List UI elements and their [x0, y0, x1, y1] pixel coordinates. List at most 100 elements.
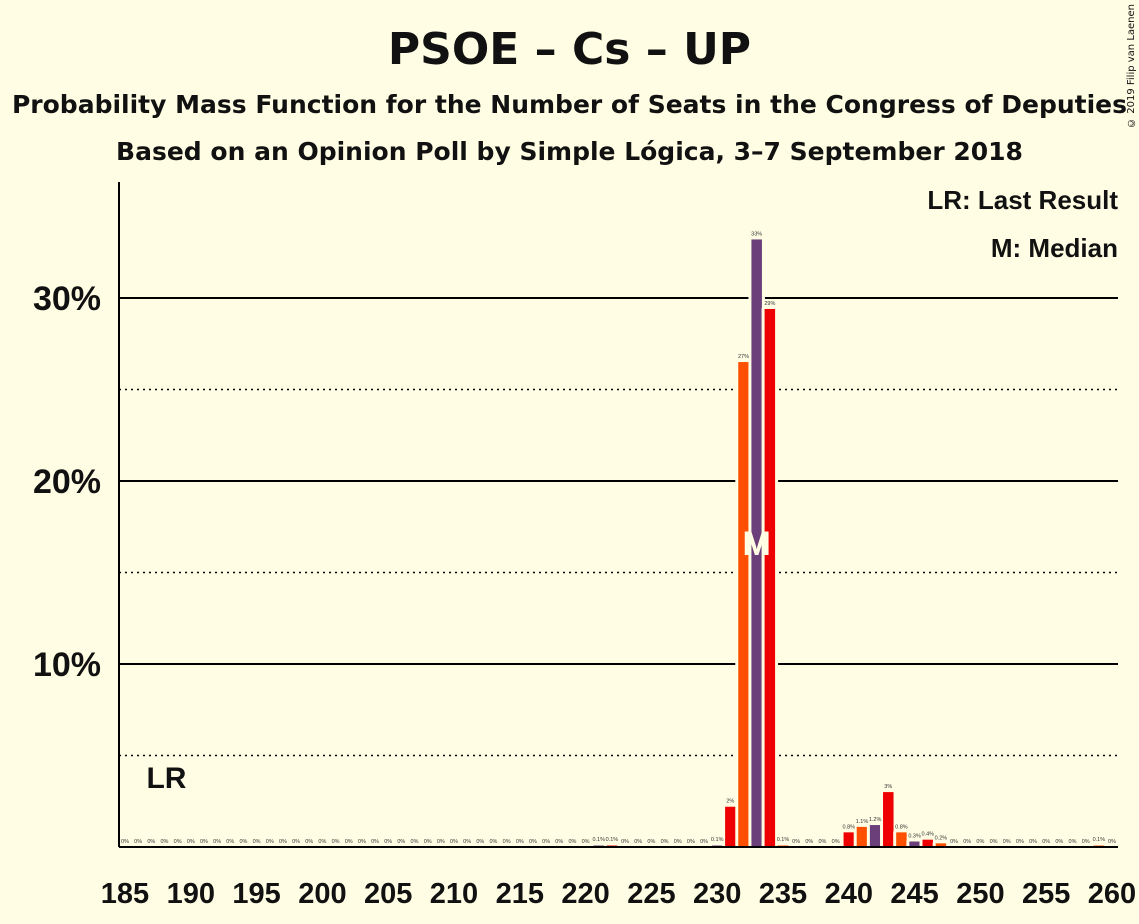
bar-value-label: 0%	[161, 839, 169, 845]
x-tick-label: 215	[496, 878, 544, 910]
bar-value-label: 27%	[738, 354, 749, 360]
bar-value-label: 0%	[1016, 839, 1024, 845]
bar-value-label: 0.4%	[921, 832, 934, 838]
bar-value-label: 0%	[174, 839, 182, 845]
x-tick-label: 205	[364, 878, 412, 910]
x-tick-label: 210	[430, 878, 478, 910]
bar-value-label: 0%	[371, 839, 379, 845]
bar-value-label: 0%	[134, 839, 142, 845]
bar-value-label: 0%	[621, 839, 629, 845]
bar-value-label: 0%	[647, 839, 655, 845]
bars	[593, 238, 1105, 848]
bar-value-label: 1.1%	[856, 819, 869, 825]
bar-value-label: 0%	[476, 839, 484, 845]
bar-value-label: 2%	[726, 799, 734, 805]
bar-value-label: 0%	[700, 839, 708, 845]
bar-value-label: 0%	[687, 839, 695, 845]
x-tick-label: 190	[167, 878, 215, 910]
bar-value-label: 0%	[345, 839, 353, 845]
bar-value-label: 0%	[147, 839, 155, 845]
bar-value-label: 0%	[384, 839, 392, 845]
bar-value-label: 0%	[318, 839, 326, 845]
x-tick-label: 185	[101, 878, 149, 910]
y-tick-label: 10%	[33, 646, 101, 684]
median-marker: M	[743, 525, 771, 563]
bar-value-label: 0%	[411, 839, 419, 845]
bar-value-label: 0%	[397, 839, 405, 845]
tick-labels: 185 190 195 200 205 210 215 220 225 230 235 240 245 2…	[33, 280, 1136, 910]
bar-value-label: 0.8%	[895, 824, 908, 830]
bar-value-label: 0.1%	[606, 837, 619, 843]
bar-value-label: 0%	[582, 839, 590, 845]
bar-value-label: 0%	[424, 839, 432, 845]
bar-value-label: 0%	[503, 839, 511, 845]
axes	[118, 182, 1118, 848]
bar	[764, 308, 776, 848]
bar	[751, 239, 762, 847]
x-tick-label: 260	[1088, 878, 1136, 910]
bar	[935, 843, 947, 847]
y-tick-label: 20%	[33, 463, 101, 501]
chart-title: PSOE – Cs – UP	[387, 24, 752, 75]
x-tick-label: 255	[1022, 878, 1070, 910]
bar-value-label: 0%	[266, 839, 274, 845]
bar-value-label: 0.1%	[711, 837, 724, 843]
x-tick-label: 220	[561, 878, 609, 910]
bar	[883, 792, 894, 847]
bar-value-label: 0%	[450, 839, 458, 845]
bar-value-label: 0%	[213, 839, 221, 845]
x-tick-label: 250	[956, 878, 1004, 910]
last-result-marker: LR	[146, 762, 186, 795]
bar-value-label: 0%	[200, 839, 208, 845]
x-tick-label: 225	[627, 878, 675, 910]
bar-value-label: 0%	[674, 839, 682, 845]
chart-subtitle: Probability Mass Function for the Number…	[11, 90, 1128, 119]
bar-value-label: 0%	[805, 839, 813, 845]
bar-value-labels: 0% 0% 0% 0% 0% 0% 0% 0% 0% 0% 0% 0% 0% 0% 0% 0% 0% 0% 0% 0%…	[121, 231, 1116, 845]
bar-value-label: 0%	[1082, 839, 1090, 845]
gridlines	[119, 297, 1118, 757]
bar-value-label: 0%	[990, 839, 998, 845]
bar-value-label: 0.1%	[777, 837, 790, 843]
bar-value-label: 0%	[792, 839, 800, 845]
x-tick-label: 195	[232, 878, 280, 910]
bar-value-label: 0%	[463, 839, 471, 845]
x-tick-label: 230	[693, 878, 741, 910]
bar-value-label: 0%	[976, 839, 984, 845]
bar-value-label: 0.2%	[935, 835, 948, 841]
bar-value-label: 0%	[490, 839, 498, 845]
bar-value-label: 0%	[832, 839, 840, 845]
bar-value-label: 0%	[1069, 839, 1077, 845]
bar	[909, 841, 920, 847]
bar-value-label: 29%	[764, 301, 775, 307]
bar-value-label: 0%	[1029, 839, 1037, 845]
bar-value-label: 0%	[1108, 839, 1116, 845]
bar	[922, 839, 934, 847]
bar-value-label: 0%	[1055, 839, 1063, 845]
bar-value-label: 0%	[292, 839, 300, 845]
bar-value-label: 0.8%	[843, 824, 856, 830]
bar	[856, 826, 868, 847]
bar-value-label: 0%	[634, 839, 642, 845]
bar	[869, 825, 881, 847]
bar-value-label: 0%	[542, 839, 550, 845]
bar-value-label: 0.3%	[908, 834, 921, 840]
bar	[843, 832, 855, 847]
bar-value-label: 0%	[529, 839, 537, 845]
bar-value-label: 1.2%	[869, 817, 882, 823]
bar-value-label: 0%	[358, 839, 366, 845]
bar	[725, 806, 736, 847]
bar-value-label: 0%	[1042, 839, 1050, 845]
bar-value-label: 0%	[661, 839, 669, 845]
bar-value-label: 0%	[305, 839, 313, 845]
bar-value-label: 3%	[884, 784, 892, 790]
bar-value-label: 0.1%	[1093, 837, 1106, 843]
bar-value-label: 0%	[819, 839, 827, 845]
bar-value-label: 33%	[751, 231, 762, 237]
bar-value-label: 0%	[963, 839, 971, 845]
y-tick-label: 30%	[33, 280, 101, 318]
bar-value-label: 0.1%	[592, 837, 605, 843]
bar-value-label: 0%	[332, 839, 340, 845]
bar-value-label: 0%	[226, 839, 234, 845]
